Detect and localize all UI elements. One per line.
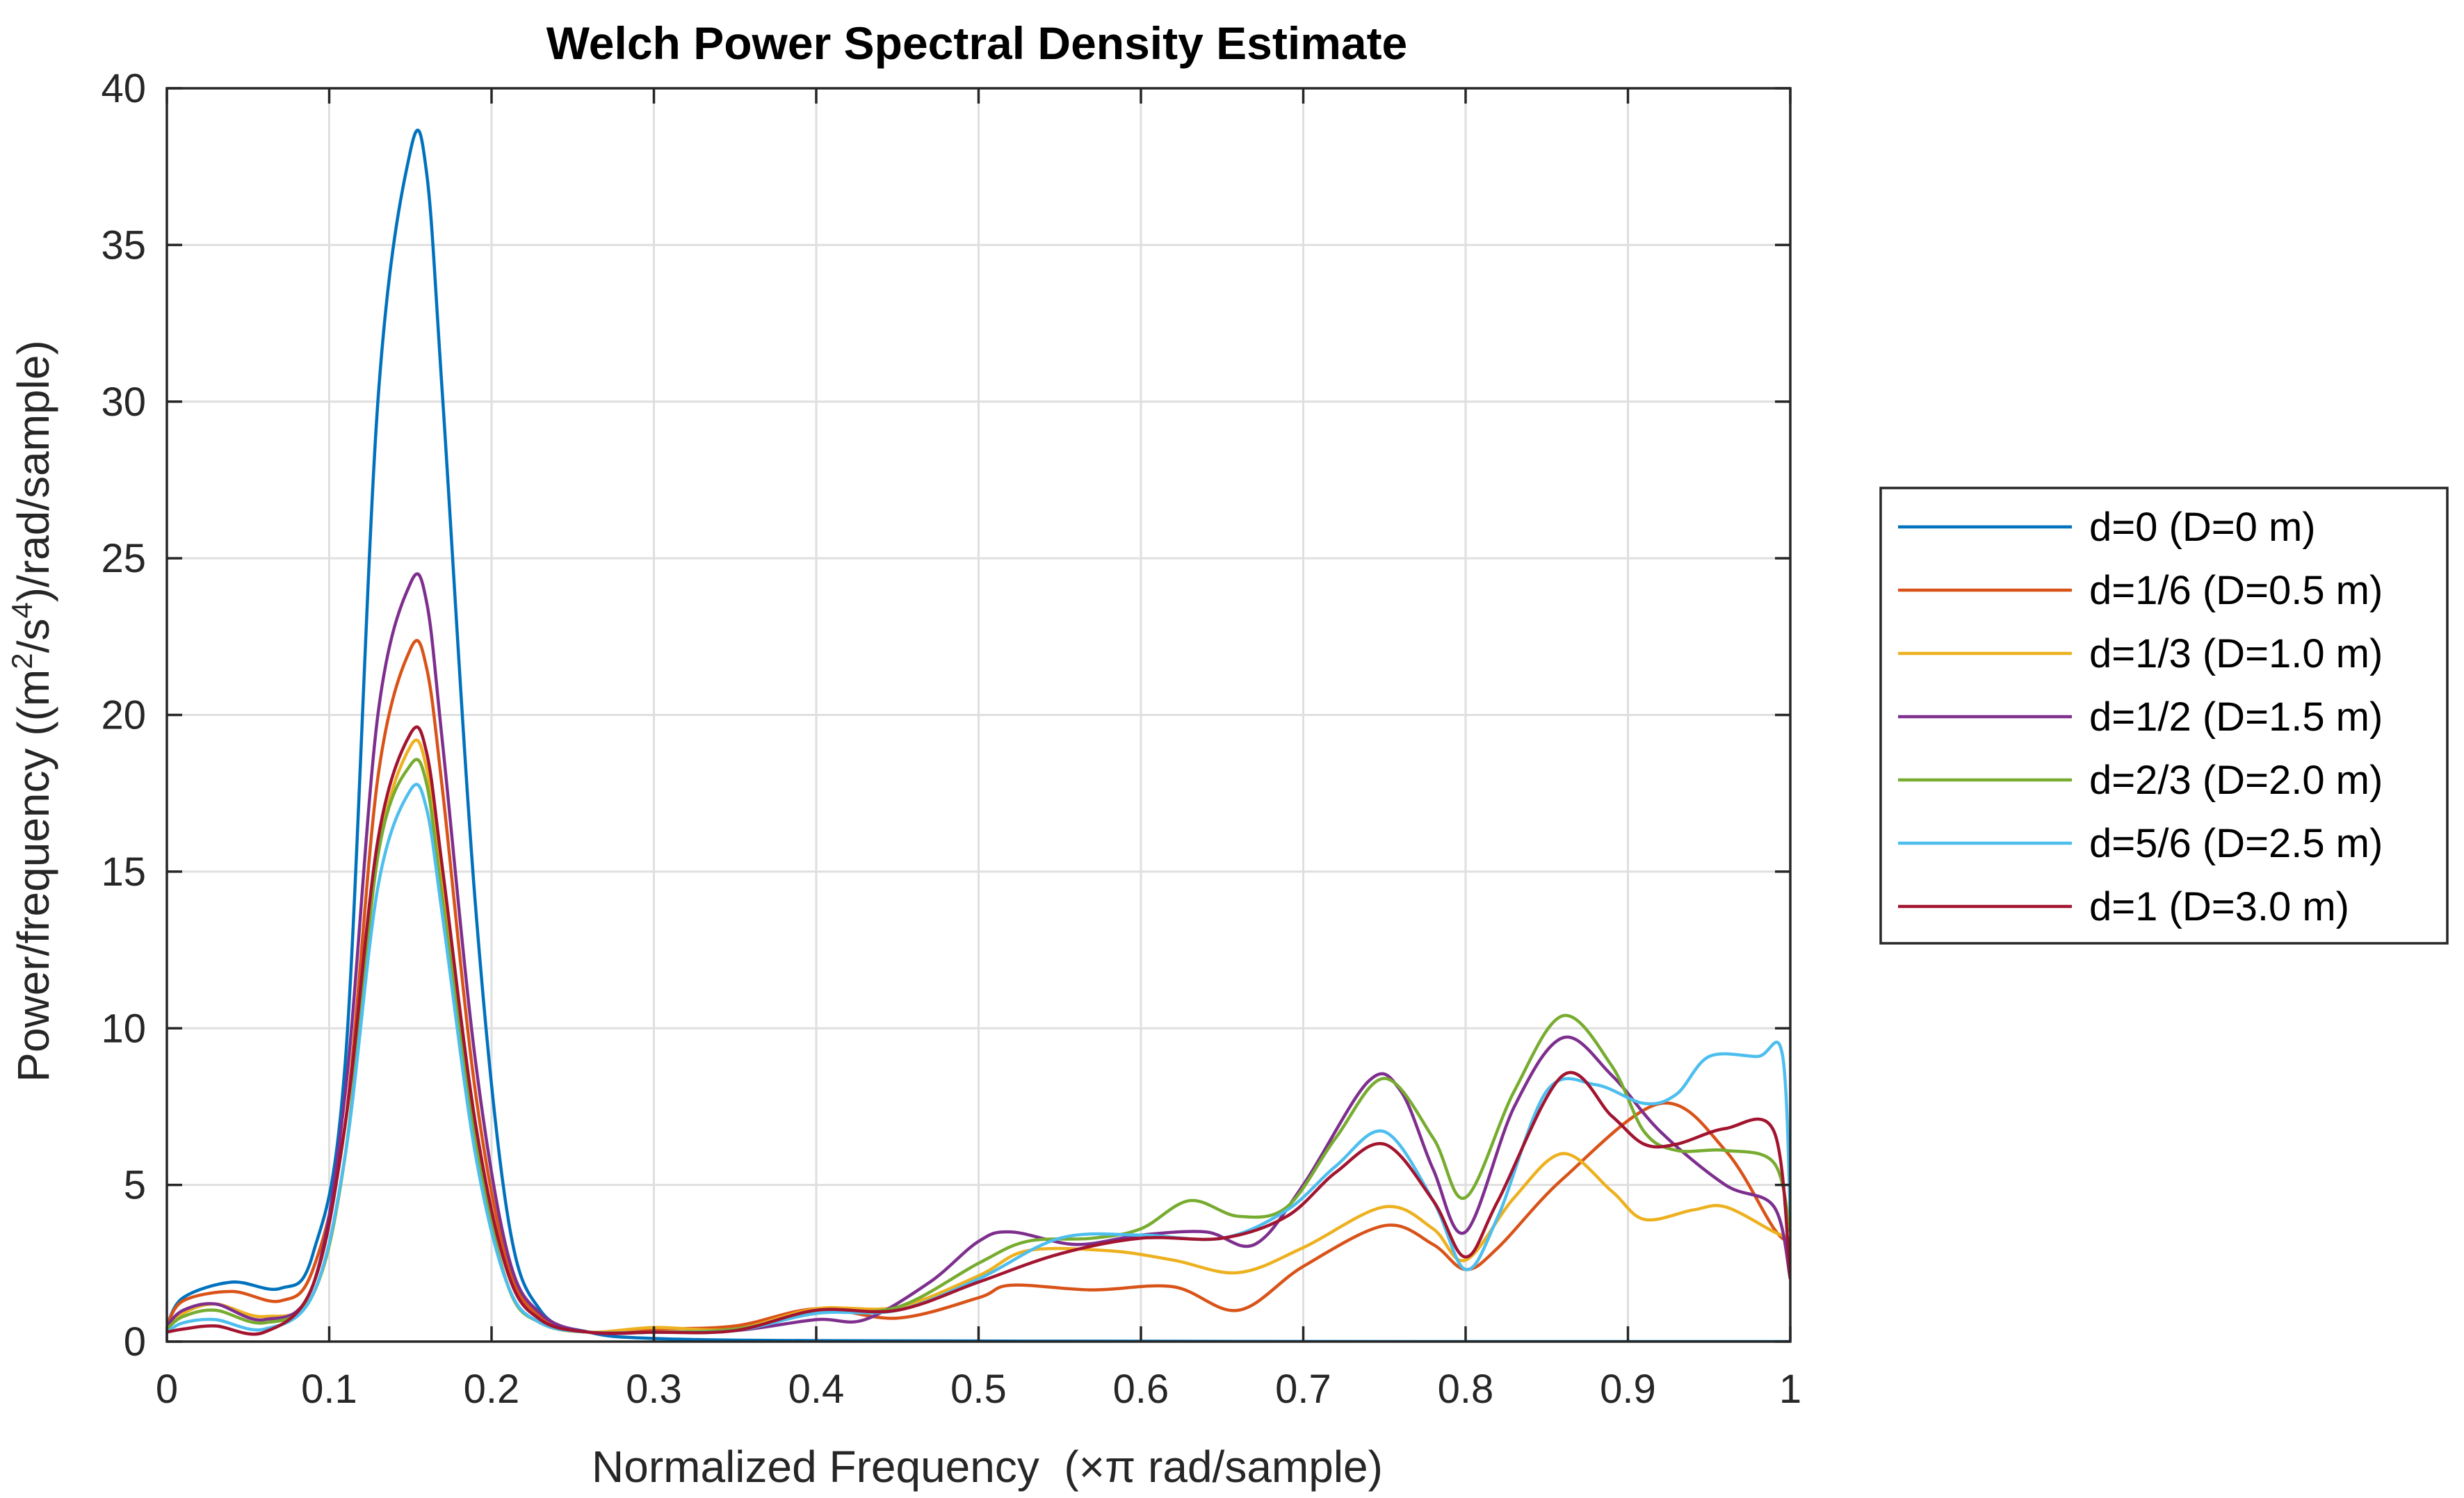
- x-tick-label: 0.8: [1438, 1367, 1494, 1412]
- x-tick-label: 0.5: [950, 1367, 1007, 1412]
- axes: [165, 87, 1792, 1343]
- x-axis-label: Normalized Frequency (×π rad/sample): [592, 1442, 1383, 1492]
- legend: d=0 (D=0 m) d=1/6 (D=0.5 m) d=1/3 (D=1.0 m…: [1879, 487, 2449, 945]
- y-tick-label: 0: [124, 1319, 146, 1365]
- x-tick-label: 0.6: [1113, 1367, 1169, 1412]
- x-tick-label: 0.3: [626, 1367, 682, 1412]
- y-tick-label: 20: [101, 693, 146, 738]
- y-tick-label: 10: [101, 1006, 146, 1051]
- y-axis-label: Power/frequency ((m2/s4)/rad/sample): [6, 340, 58, 1082]
- y-tick-label: 5: [124, 1163, 146, 1208]
- tick-labels: 0 0.1 0.2 0.3 0.4 0.5 0.6 0.7 0.8 0.9 105101520253…: [101, 66, 1801, 1412]
- y-tick-label: 30: [101, 380, 146, 425]
- y-axis-label-part1: Power/frequency ((m: [8, 669, 58, 1082]
- series-lines: [167, 129, 1790, 1342]
- y-tick-label: 25: [101, 536, 146, 581]
- x-tick-label: 0.7: [1275, 1367, 1331, 1412]
- y-axis-label-sup2: 4: [6, 602, 38, 618]
- y-axis-label-part2: /s: [8, 619, 58, 653]
- chart-title: Welch Power Spectral Density Estimate: [546, 17, 1408, 69]
- y-axis-label-sup1: 2: [6, 653, 38, 669]
- legend-label-2: d=1/6 (D=0.5 m): [2089, 568, 2383, 613]
- legend-label-1: d=0 (D=0 m): [2089, 505, 2316, 550]
- legend-label-4: d=1/2 (D=1.5 m): [2089, 694, 2383, 740]
- x-tick-label: 1: [1779, 1367, 1801, 1412]
- y-tick-label: 40: [101, 66, 146, 111]
- grid: [165, 87, 1792, 1343]
- x-tick-label: 0.2: [464, 1367, 520, 1412]
- legend-label-3: d=1/3 (D=1.0 m): [2089, 631, 2383, 676]
- series-line-5: [167, 758, 1790, 1335]
- legend-label-5: d=2/3 (D=2.0 m): [2089, 758, 2383, 803]
- series-line-7: [167, 725, 1790, 1336]
- series-line-4: [167, 572, 1790, 1335]
- legend-label-7: d=1 (D=3.0 m): [2089, 884, 2349, 929]
- x-tick-label: 0: [156, 1367, 178, 1412]
- x-tick-label: 0.1: [301, 1367, 357, 1412]
- legend-label-6: d=5/6 (D=2.5 m): [2089, 821, 2383, 866]
- y-tick-label: 15: [101, 849, 146, 895]
- x-tick-label: 0.9: [1600, 1367, 1656, 1412]
- series-line-2: [167, 639, 1790, 1335]
- y-axis-label-part3: )/rad/sample): [8, 340, 58, 602]
- y-tick-label: 35: [101, 222, 146, 268]
- x-tick-label: 0.4: [788, 1367, 845, 1412]
